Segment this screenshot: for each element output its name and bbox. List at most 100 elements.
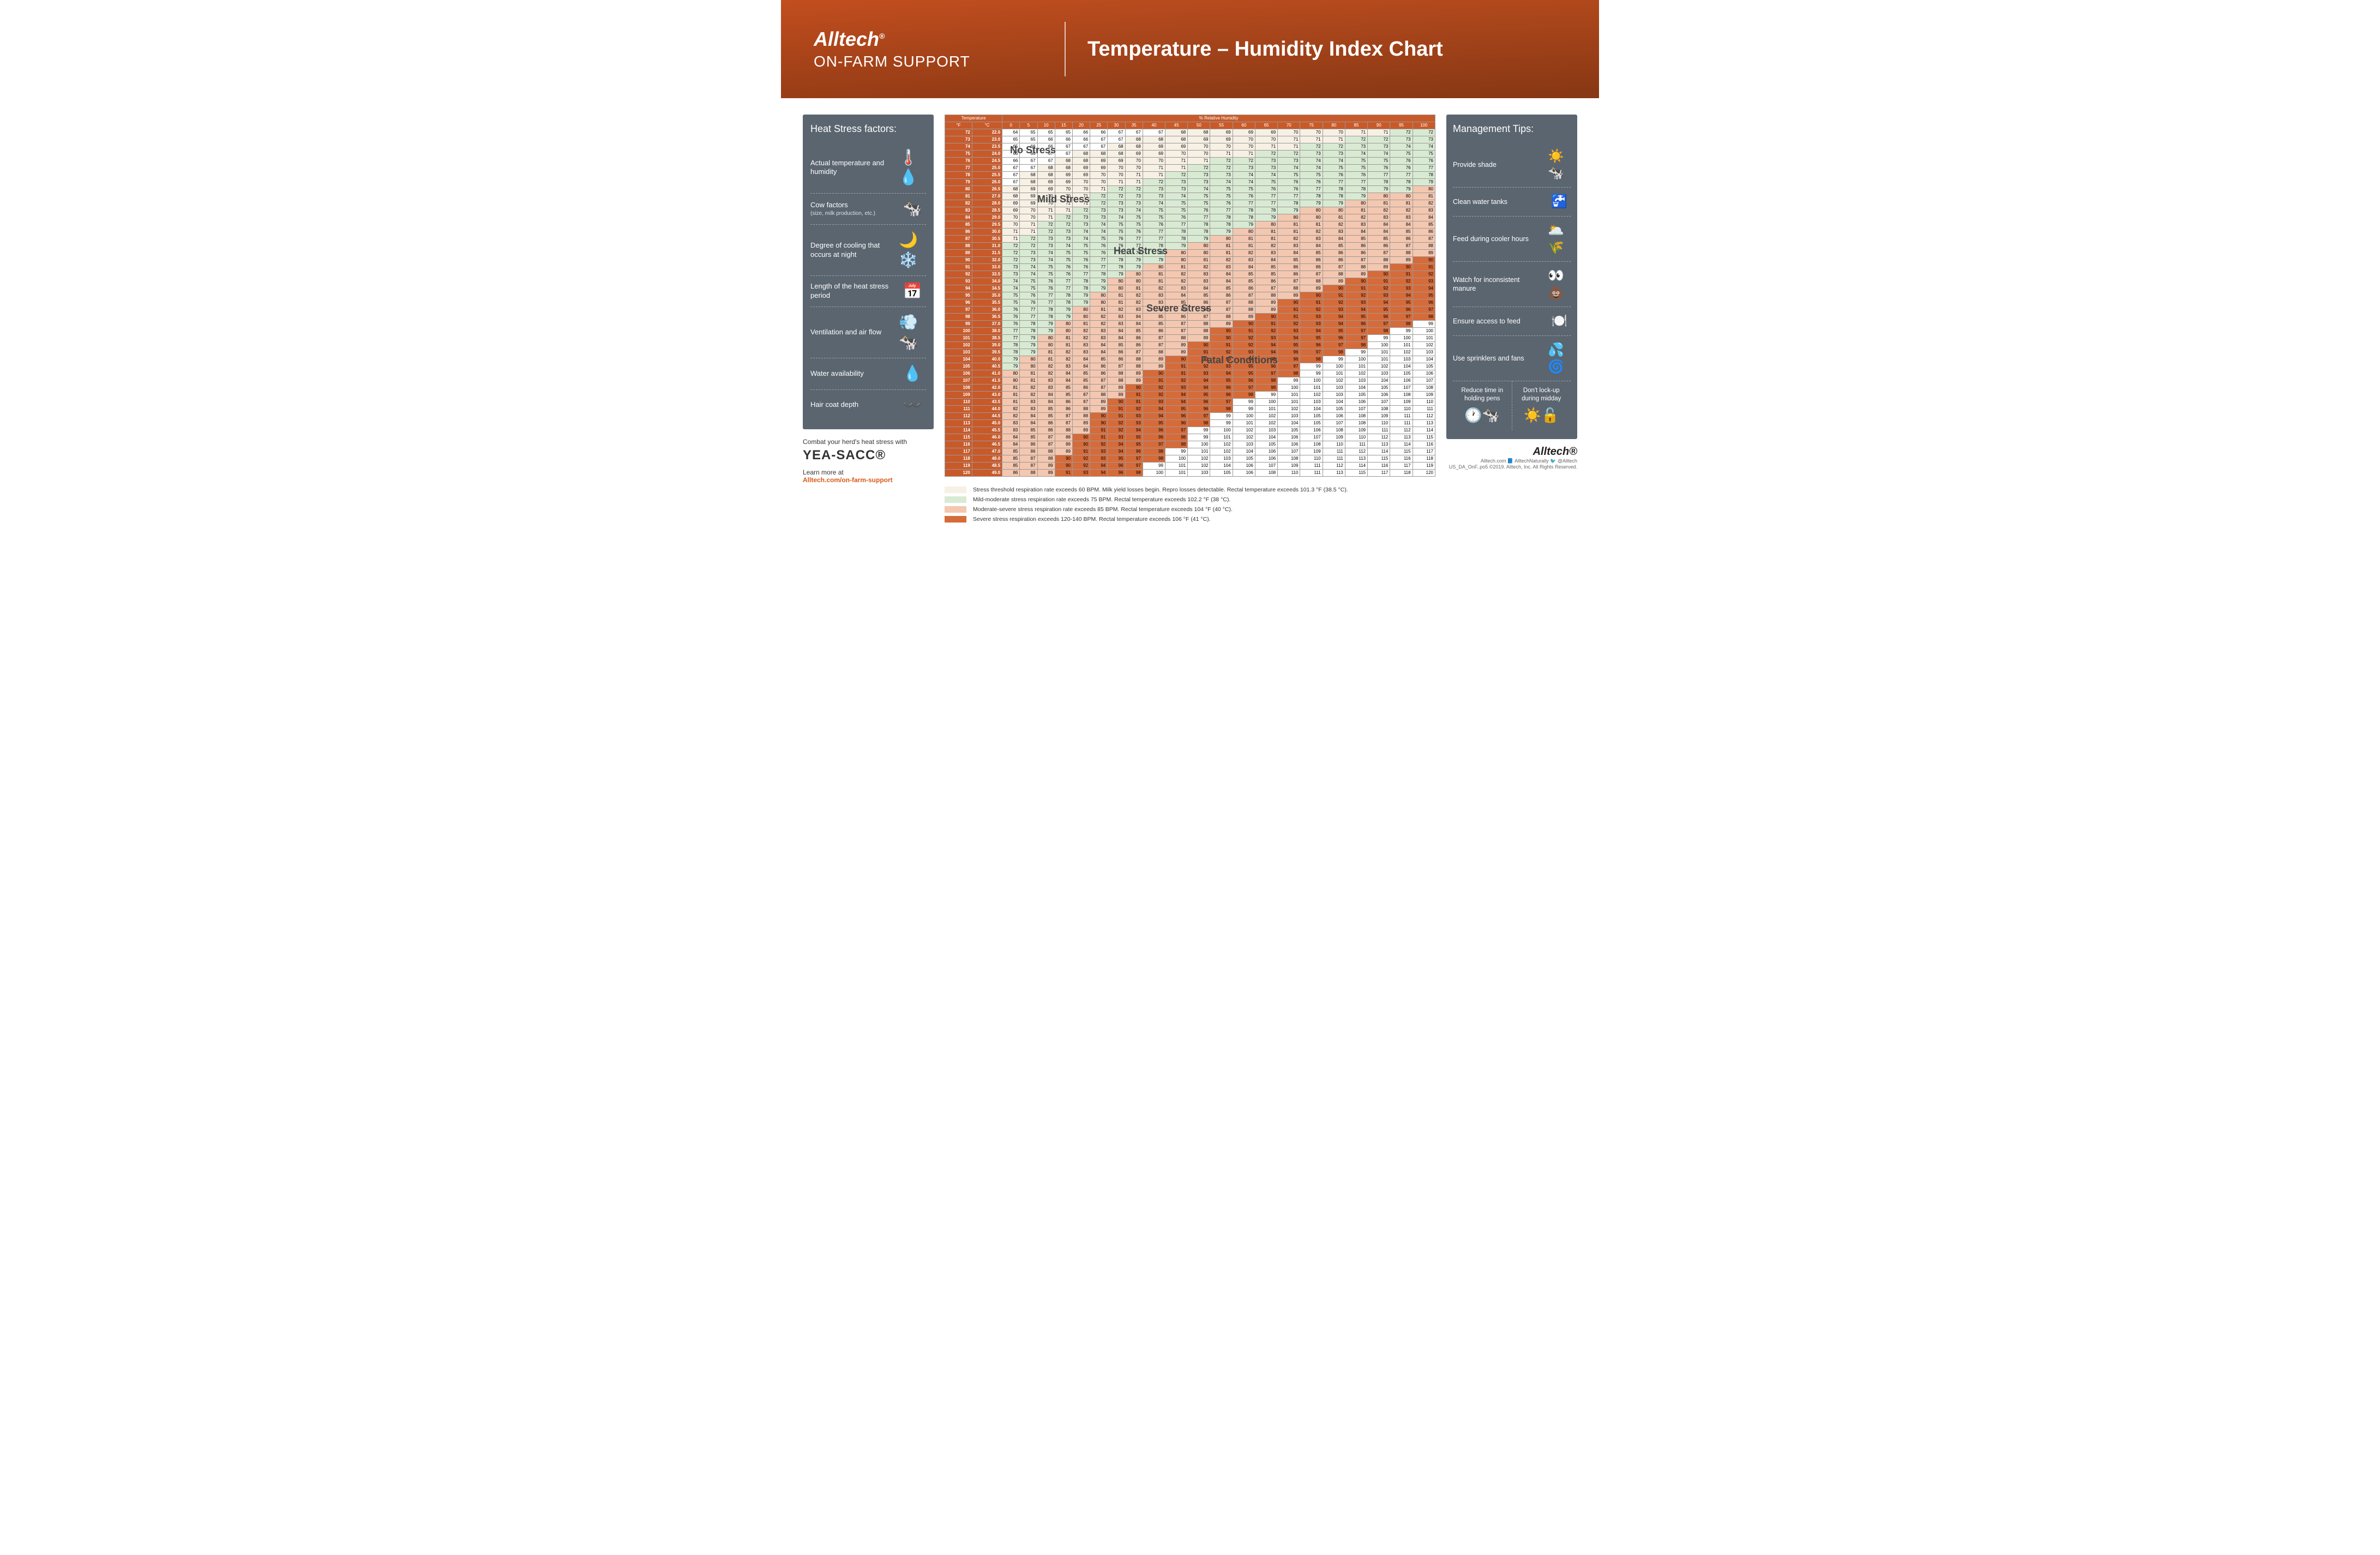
thi-cell: 83: [1390, 214, 1413, 221]
thi-cell: 103: [1413, 349, 1435, 356]
temp-c: 48.5: [972, 463, 1002, 470]
thi-cell: 81: [1143, 278, 1165, 285]
thi-cell: 68: [1002, 186, 1020, 193]
thi-cell: 96: [1125, 448, 1143, 455]
thi-cell: 97: [1143, 441, 1165, 448]
thi-cell: 94: [1188, 385, 1210, 392]
thi-cell: 86: [1278, 271, 1300, 278]
thi-cell: 77: [1345, 179, 1367, 186]
thi-cell: 79: [1020, 335, 1037, 342]
thi-cell: 115: [1345, 470, 1367, 477]
temp-f: 72: [945, 129, 972, 136]
thi-cell: 86: [1055, 406, 1072, 413]
thi-cell: 84: [1108, 335, 1125, 342]
thi-cell: 80: [1108, 285, 1125, 292]
temp-c: 33.0: [972, 264, 1002, 271]
thi-cell: 79: [1233, 221, 1255, 229]
thi-cell: 92: [1143, 392, 1165, 399]
thi-cell: 68: [1055, 158, 1072, 165]
thi-cell: 93: [1300, 321, 1323, 328]
thi-cell: 83: [1055, 363, 1072, 370]
thi-cell: 81: [1210, 243, 1233, 250]
thi-cell: 97: [1278, 363, 1300, 370]
thi-cell: 83: [1020, 406, 1037, 413]
thi-cell: 68: [1072, 158, 1090, 165]
thi-cell: 102: [1413, 342, 1435, 349]
thi-cell: 88: [1143, 349, 1165, 356]
temp-f: 74: [945, 143, 972, 151]
thi-cell: 108: [1368, 406, 1390, 413]
thi-cell: 83: [1255, 250, 1277, 257]
promo-link[interactable]: Alltech.com/on-farm-support: [803, 476, 934, 484]
thi-cell: 80: [1210, 236, 1233, 243]
thi-cell: 99: [1210, 413, 1233, 420]
thi-cell: 97: [1210, 399, 1233, 406]
humidity-col: 25: [1090, 122, 1108, 129]
thi-cell: 76: [1108, 243, 1125, 250]
thi-cell: 90: [1300, 292, 1323, 299]
thi-cell: 88: [1233, 299, 1255, 307]
thi-cell: 73: [1143, 193, 1165, 200]
thi-cell: 74: [1002, 278, 1020, 285]
thi-cell: 107: [1255, 463, 1277, 470]
temp-f: 95: [945, 292, 972, 299]
thi-cell: 82: [1002, 413, 1020, 420]
thi-cell: 73: [1233, 165, 1255, 172]
thi-cell: 90: [1188, 342, 1210, 349]
thi-cell: 91: [1108, 406, 1125, 413]
thi-cell: 84: [1090, 349, 1108, 356]
thi-cell: 90: [1390, 264, 1413, 271]
thi-cell: 84: [1037, 399, 1055, 406]
thi-cell: 86: [1072, 385, 1090, 392]
thi-cell: 71: [1055, 200, 1072, 207]
thi-cell: 85: [1255, 264, 1277, 271]
thi-cell: 73: [1108, 207, 1125, 214]
factor-label: Actual temperature and humidity: [810, 159, 893, 177]
thi-cell: 80: [1125, 278, 1143, 285]
thi-cell: 70: [1125, 165, 1143, 172]
thi-cell: 94: [1188, 377, 1210, 385]
thi-cell: 80: [1125, 271, 1143, 278]
thi-cell: 94: [1210, 370, 1233, 377]
thi-cell: 67: [1020, 158, 1037, 165]
thi-cell: 89: [1125, 377, 1143, 385]
thi-cell: 78: [1108, 257, 1125, 264]
temp-c: 26.5: [972, 186, 1002, 193]
thi-cell: 86: [1255, 278, 1277, 285]
factor-label: Water availability: [810, 369, 893, 379]
humidity-header: % Relative Humidity: [1002, 115, 1435, 122]
thi-cell: 81: [1165, 264, 1188, 271]
thi-table: Temperature% Relative Humidity°F°C051015…: [945, 115, 1435, 477]
tip-label: Provide shade: [1453, 160, 1543, 169]
thi-cell: 72: [1368, 136, 1390, 143]
thi-cell: 69: [1108, 158, 1125, 165]
thi-cell: 76: [1055, 264, 1072, 271]
humidity-col: 0: [1002, 122, 1020, 129]
thi-cell: 76: [1390, 165, 1413, 172]
thi-cell: 81: [1002, 399, 1020, 406]
thi-cell: 78: [1368, 179, 1390, 186]
thi-cell: 89: [1368, 264, 1390, 271]
thi-cell: 99: [1188, 434, 1210, 441]
thi-cell: 80: [1300, 214, 1323, 221]
thi-cell: 74: [1090, 229, 1108, 236]
temp-f: 114: [945, 427, 972, 434]
thi-cell: 103: [1323, 392, 1345, 399]
thi-cell: 111: [1390, 413, 1413, 420]
temp-f: 89: [945, 250, 972, 257]
thi-cell: 105: [1413, 363, 1435, 370]
thi-cell: 70: [1233, 143, 1255, 151]
thi-cell: 108: [1255, 470, 1277, 477]
thi-cell: 75: [1125, 214, 1143, 221]
thi-cell: 98: [1165, 434, 1188, 441]
thi-cell: 87: [1323, 264, 1345, 271]
thi-cell: 91: [1108, 413, 1125, 420]
thi-cell: 76: [1390, 158, 1413, 165]
thi-cell: 96: [1210, 392, 1233, 399]
thi-cell: 67: [1090, 143, 1108, 151]
thi-cell: 114: [1345, 463, 1367, 470]
humidity-col: 70: [1278, 122, 1300, 129]
thi-cell: 104: [1345, 385, 1367, 392]
temp-c: 36.5: [972, 314, 1002, 321]
thi-cell: 88: [1413, 243, 1435, 250]
